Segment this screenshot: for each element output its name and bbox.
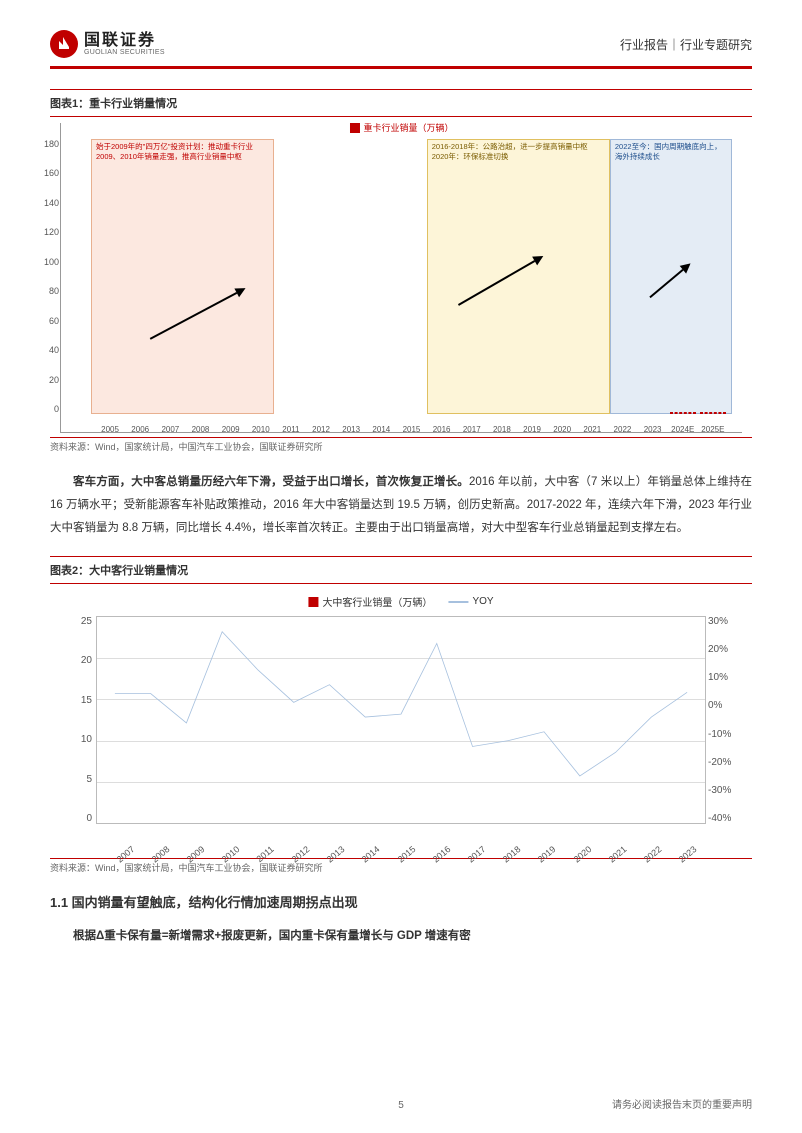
chart1-phase-label: 2016-2018年：公路治超，进一步提高销量中枢2020年：环保标准切换 — [432, 142, 605, 162]
section-1-1-title: 1.1 国内销量有望触底，结构化行情加速周期拐点出现 — [50, 892, 752, 911]
chart2-title: 图表2：大中客行业销量情况 — [50, 565, 188, 577]
chart2-legend-line-swatch — [448, 601, 468, 603]
footer: 请务必阅读报告末页的重要声明 — [50, 1096, 752, 1111]
chart2-legend-line: YOY — [448, 596, 493, 607]
chart1: 重卡行业销量（万辆） 180160140120100806040200 2022… — [60, 123, 742, 433]
chart2-legend: 大中客行业销量（万辆） YOY — [308, 594, 493, 609]
chart1-bar — [670, 412, 696, 414]
chart1-source: 资料来源：Wind，国家统计局，中国汽车工业协会，国联证券研究所 — [50, 437, 752, 453]
paragraph-1: 客车方面，大中客总销量历经六年下滑，受益于出口增长，首次恢复正增长。2016 年… — [50, 471, 752, 540]
page-header: 国联证券 GUOLIAN SECURITIES 行业报告｜行业专题研究 — [50, 30, 752, 69]
chart1-phase-label: 始于2009年的"四万亿"投资计划：推动重卡行业2009、2010年销量走强，推… — [96, 142, 269, 162]
chart1-legend: 重卡行业销量（万辆） — [349, 121, 453, 134]
chart2-legend-bars: 大中客行业销量（万辆） — [308, 594, 432, 609]
logo-icon — [50, 30, 78, 58]
chart1-bars — [91, 139, 732, 414]
chart1-legend-text: 重卡行业销量（万辆） — [363, 121, 453, 134]
chart2-y-axis-left: 2520151050 — [64, 616, 92, 824]
chart1-y-axis: 180160140120100806040200 — [33, 139, 59, 414]
chart1-bar — [700, 412, 726, 414]
footer-disclaimer: 请务必阅读报告末页的重要声明 — [612, 1096, 752, 1111]
chart1-title-row: 图表1：重卡行业销量情况 — [50, 89, 752, 117]
section-1-1-text: 根据Δ重卡保有量=新增需求+报废更新，国内重卡保有量增长与 GDP 增速有密 — [50, 925, 752, 948]
chart2-x-axis: 2007200820092010201120122013201420152016… — [96, 844, 706, 854]
chart2: 大中客行业销量（万辆） YOY 2520151050 30%20%10%0%-1… — [60, 594, 742, 854]
logo-cn: 国联证券 — [84, 33, 165, 49]
chart1-legend-swatch — [349, 123, 359, 133]
chart2-bars — [97, 617, 705, 823]
chart1-plot-area: 2022至今：国内周期触底向上，海外持续成长 2016-2018年：公路治超，进一… — [91, 139, 732, 414]
chart2-legend1-text: 大中客行业销量（万辆） — [322, 594, 432, 609]
chart2-legend2-text: YOY — [472, 596, 493, 607]
paragraph-1-lead: 客车方面，大中客总销量历经六年下滑，受益于出口增长，首次恢复正增长。 — [73, 476, 469, 488]
chart2-legend-swatch — [308, 597, 318, 607]
chart1-phase-label: 2022至今：国内周期触底向上，海外持续成长 — [615, 142, 727, 162]
header-category: 行业报告｜行业专题研究 — [620, 36, 752, 53]
logo-en: GUOLIAN SECURITIES — [84, 49, 165, 56]
chart2-y-axis-right: 30%20%10%0%-10%-20%-30%-40% — [708, 616, 742, 824]
chart1-x-axis: 2005200620072008200920102011201220132014… — [91, 425, 732, 434]
logo: 国联证券 GUOLIAN SECURITIES — [50, 30, 165, 58]
section-1-1-lead: 根据Δ重卡保有量=新增需求+报废更新，国内重卡保有量增长与 GDP 增速有密 — [73, 930, 471, 942]
chart2-plot-area — [96, 616, 706, 824]
chart2-title-row: 图表2：大中客行业销量情况 — [50, 556, 752, 584]
chart1-title: 图表1：重卡行业销量情况 — [50, 98, 177, 110]
